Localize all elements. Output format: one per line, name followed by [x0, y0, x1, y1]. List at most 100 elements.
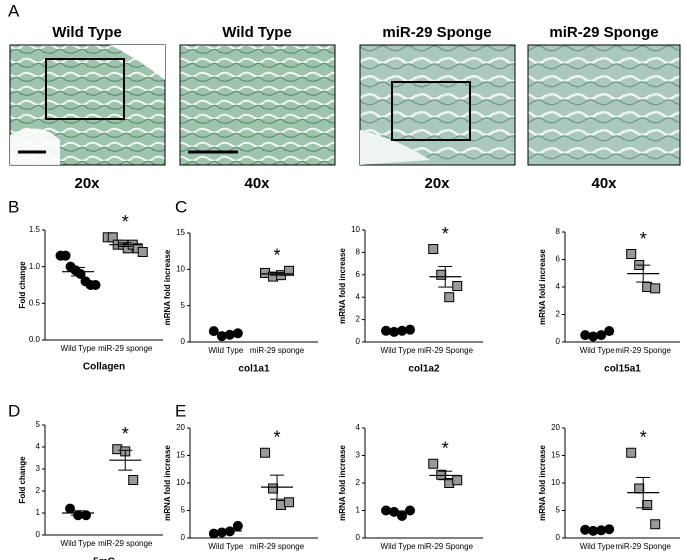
y-tick-label: 10 — [551, 478, 560, 487]
data-point — [604, 524, 615, 535]
significance-marker: * — [274, 246, 281, 266]
y-axis-label: mRNA fold increase — [538, 445, 547, 521]
y-tick-label: 1 — [356, 506, 361, 515]
y-tick-label: 6 — [356, 270, 361, 279]
data-point — [650, 283, 661, 294]
y-tick-label: 2 — [36, 486, 41, 495]
category-label: miR-29 Sponge — [615, 542, 671, 551]
category-label: Wild Type — [381, 346, 417, 355]
y-tick-label: 1.5 — [29, 225, 41, 234]
tissue-edge — [110, 45, 165, 80]
micrograph-panel — [9, 44, 681, 166]
category-label: Wild Type — [61, 344, 97, 353]
y-tick-label: 5 — [181, 506, 186, 515]
category-label: Wild Type — [580, 346, 616, 355]
data-point — [580, 330, 591, 341]
data-point — [626, 249, 637, 259]
y-axis-label: Fold change — [18, 456, 27, 504]
data-point — [137, 247, 148, 257]
category-label: Wild Type — [580, 542, 616, 551]
magnification: 20x — [74, 175, 100, 192]
y-tick-label: 4 — [556, 282, 561, 291]
y-tick-label: 10 — [176, 478, 185, 487]
y-axis-label: mRNA fold increase — [338, 248, 347, 324]
y-tick-label: 8 — [556, 227, 561, 236]
data-point — [284, 265, 295, 276]
data-point — [634, 483, 645, 494]
data-point — [260, 447, 271, 458]
category-label: Wild Type — [208, 346, 244, 355]
y-tick-label: 2 — [556, 310, 561, 319]
y-tick-label: 2 — [356, 478, 361, 487]
y-tick-label: 5 — [556, 506, 561, 515]
category-label: miR-29 Sponge — [417, 346, 473, 355]
y-tick-label: 15 — [551, 451, 560, 460]
data-point — [650, 519, 661, 530]
y-tick-label: 3 — [36, 464, 41, 473]
y-tick-label: 20 — [551, 423, 560, 432]
x-axis-label: col1a1 — [238, 364, 270, 375]
y-tick-label: 0 — [356, 337, 361, 346]
y-tick-label: 0 — [36, 530, 41, 539]
category-label: Wild Type — [381, 542, 417, 551]
significance-marker: * — [274, 428, 281, 448]
y-axis-label: mRNA fold increase — [163, 249, 172, 325]
data-point — [452, 281, 463, 291]
category-label: miR-29 sponge — [98, 539, 153, 548]
y-axis-label: mRNA fold increase — [338, 445, 347, 521]
x-axis-label: col15a1 — [604, 364, 641, 375]
data-point — [452, 475, 463, 486]
panel-label: C — [175, 197, 187, 216]
y-tick-label: 8 — [356, 248, 361, 257]
panel-label: B — [8, 197, 19, 216]
y-tick-label: 20 — [176, 423, 185, 432]
x-axis-label: 5mC — [93, 557, 115, 560]
y-tick-label: 0.0 — [29, 335, 41, 344]
panel-label: D — [8, 401, 20, 420]
y-tick-label: 4 — [356, 292, 361, 301]
data-point — [604, 326, 615, 336]
data-point — [405, 324, 416, 335]
y-tick-label: 10 — [176, 264, 185, 273]
panel-label: A — [8, 1, 20, 20]
category-label: miR-29 sponge — [250, 346, 305, 355]
panel-label: E — [175, 401, 186, 420]
category-label: miR-29 Sponge — [615, 346, 671, 355]
micrograph — [527, 44, 681, 166]
category-label: miR-29 sponge — [98, 344, 153, 353]
data-point — [60, 250, 71, 261]
data-point — [232, 520, 243, 531]
magnification: 40x — [244, 175, 270, 192]
y-tick-label: 1 — [36, 508, 41, 517]
data-point — [436, 269, 447, 280]
data-point — [268, 483, 279, 494]
significance-marker: * — [640, 229, 647, 249]
micrograph-title: Wild Type — [222, 24, 292, 41]
y-tick-label: 2 — [356, 315, 361, 324]
data-point — [90, 280, 101, 290]
magnification: 40x — [591, 175, 617, 192]
x-axis-label: col1a2 — [408, 364, 440, 375]
y-tick-label: 0 — [181, 337, 186, 346]
category-label: miR-29 sponge — [250, 542, 305, 551]
y-tick-label: 0 — [356, 533, 361, 542]
significance-marker: * — [442, 224, 449, 244]
micrograph-title: miR-29 Sponge — [382, 24, 491, 41]
micrograph-title: Wild Type — [52, 24, 122, 41]
data-point — [444, 292, 455, 303]
x-axis-label: Collagen — [83, 362, 125, 373]
data-point — [284, 497, 295, 508]
data-point — [128, 475, 139, 485]
tissue-gap — [10, 128, 60, 165]
inset-box — [45, 58, 125, 120]
data-point — [397, 511, 408, 521]
y-axis-label: Fold change — [18, 261, 27, 309]
category-label: miR-29 Sponge — [417, 542, 473, 551]
data-point — [65, 503, 76, 514]
data-point — [626, 447, 637, 458]
category-label: Wild Type — [208, 542, 244, 551]
y-tick-label: 4 — [356, 423, 361, 432]
y-tick-label: 1.0 — [29, 262, 41, 271]
y-tick-label: 0.5 — [29, 298, 41, 307]
significance-marker: * — [442, 439, 449, 459]
